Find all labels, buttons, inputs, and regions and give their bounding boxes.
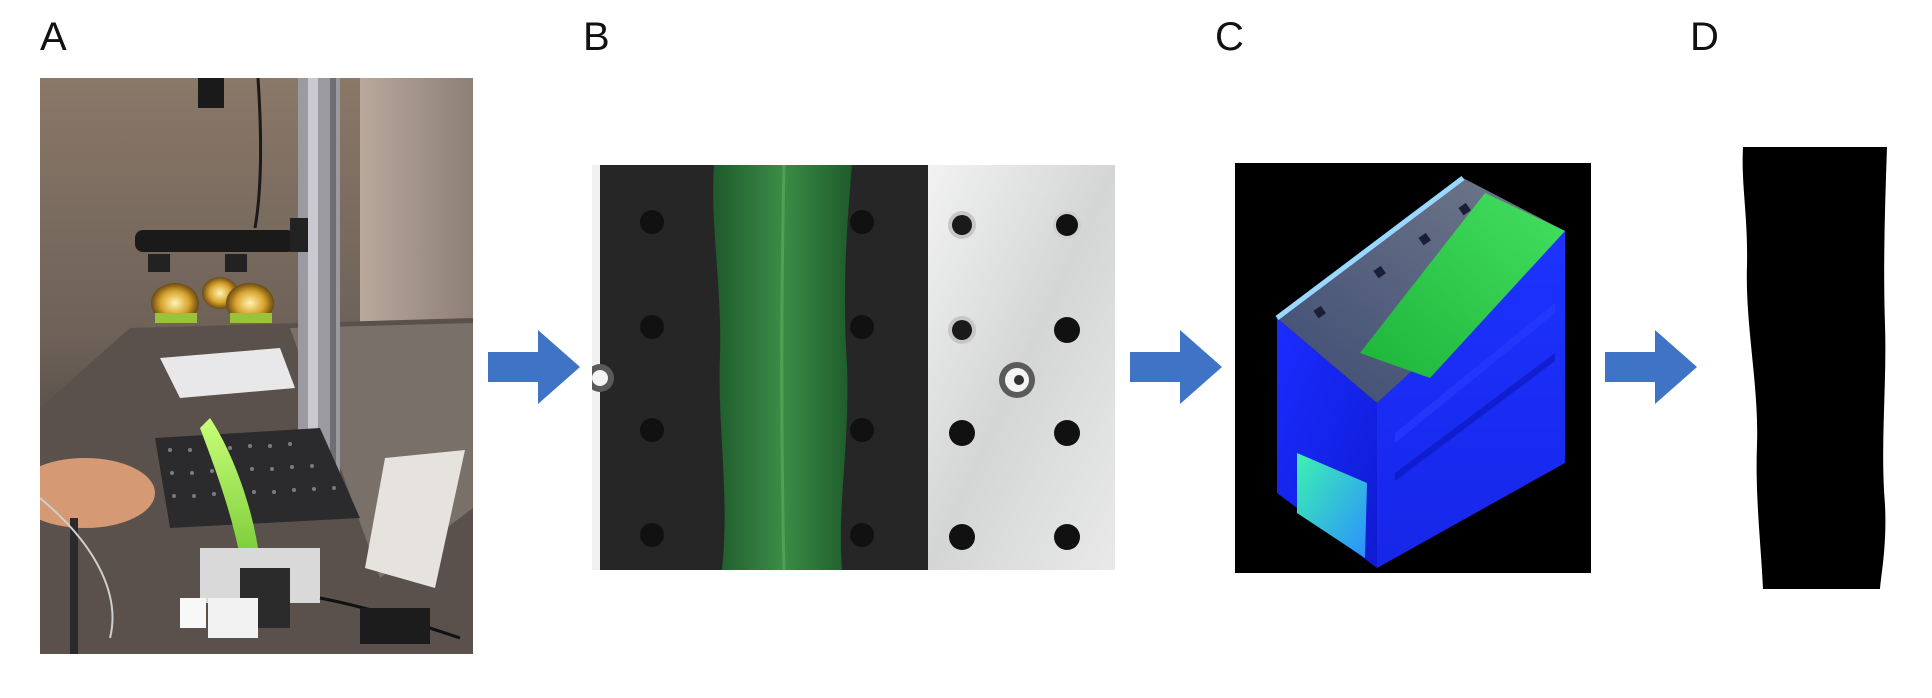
leaf-mask (1735, 145, 1895, 593)
right-arrow-icon (488, 330, 580, 404)
panel-label-a: A (40, 15, 67, 59)
right-arrow-icon (1605, 330, 1697, 404)
panel-label-b: B (583, 15, 610, 59)
right-arrow-icon (1130, 330, 1222, 404)
panel-label-d: D (1690, 15, 1719, 59)
imaging-setup-photo (40, 78, 473, 654)
hyperspectral-cube (1235, 163, 1591, 573)
leaf-image (592, 165, 1115, 570)
panel-label-c: C (1215, 15, 1244, 59)
